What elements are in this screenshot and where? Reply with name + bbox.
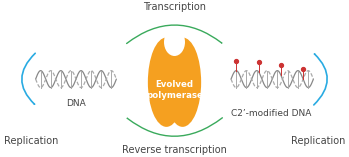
Ellipse shape	[164, 38, 201, 127]
Ellipse shape	[157, 38, 192, 71]
Text: Evolved
polymerase: Evolved polymerase	[146, 80, 203, 100]
Text: Replication: Replication	[291, 136, 346, 146]
FancyArrowPatch shape	[22, 53, 35, 104]
Ellipse shape	[164, 28, 185, 56]
Text: Transcription: Transcription	[143, 2, 206, 12]
FancyArrowPatch shape	[127, 118, 222, 136]
Text: Reverse transcription: Reverse transcription	[122, 145, 227, 155]
FancyArrowPatch shape	[314, 54, 327, 105]
Text: Replication: Replication	[3, 136, 58, 146]
Ellipse shape	[148, 38, 185, 127]
Text: DNA: DNA	[66, 99, 86, 108]
FancyArrowPatch shape	[127, 25, 222, 43]
Text: C2’-modified DNA: C2’-modified DNA	[231, 108, 312, 117]
